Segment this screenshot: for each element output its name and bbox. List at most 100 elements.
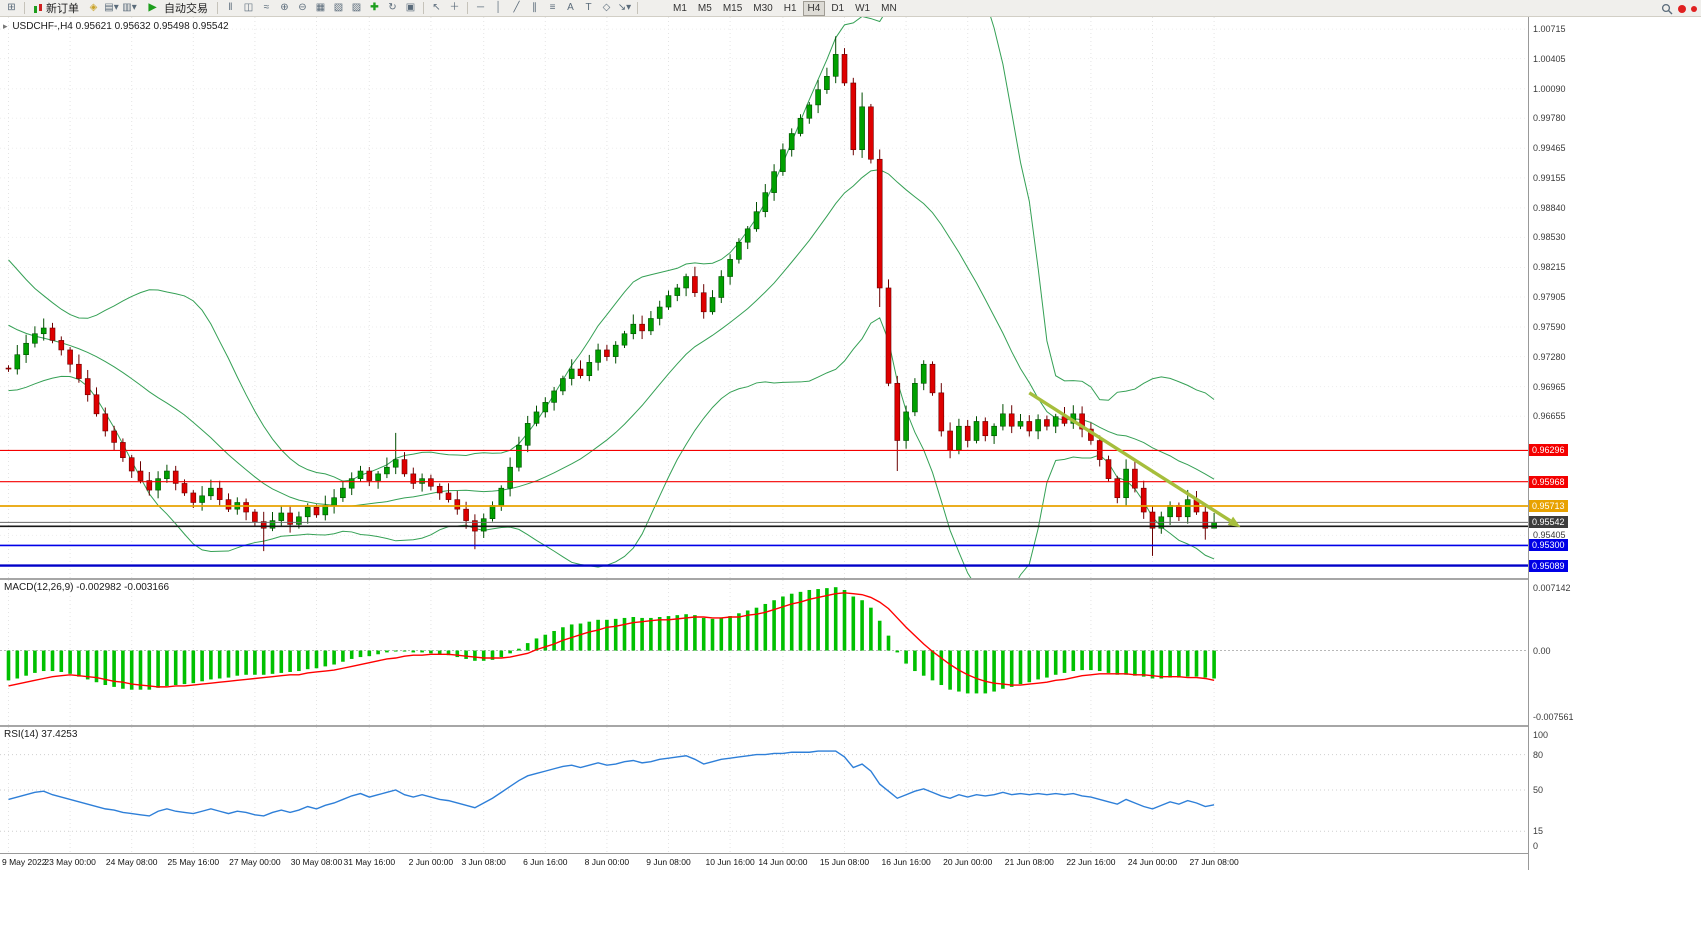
- add-indicator-icon[interactable]: ✚: [370, 2, 379, 13]
- vertical-gridlines: [8, 580, 1215, 725]
- toolbar-right: [1661, 0, 1697, 17]
- vertical-line-tool-icon[interactable]: │: [495, 2, 502, 13]
- chart-ohlc-values: 0.95621 0.95632 0.95498 0.95542: [75, 21, 229, 32]
- time-axis-label: 2 Jun 00:00: [408, 857, 454, 867]
- one-click-trading-arrow-icon[interactable]: ▸: [3, 21, 8, 31]
- macd-panel: MACD(12,26,9) -0.002982 -0.003166: [0, 580, 1528, 725]
- horizontal-line-tool-icon[interactable]: ─: [476, 2, 485, 13]
- alert-badge-icon[interactable]: [1691, 5, 1697, 12]
- price-axis-label: 0.98840: [1533, 202, 1566, 213]
- chart-title: ▸ USDCHF-,H4 0.95621 0.95632 0.95498 0.9…: [3, 21, 229, 32]
- time-axis-label: 9 Jun 08:00: [646, 857, 691, 867]
- time-axis-label: 3 Jun 08:00: [461, 857, 506, 867]
- rsi-axis-label: 100: [1533, 730, 1549, 740]
- timeframe-h4-button[interactable]: H4: [802, 0, 826, 16]
- rsi-axis-label: 15: [1533, 826, 1544, 837]
- time-axis-label: 8 Jun 00:00: [584, 857, 630, 867]
- price-line-label: 0.95089: [1529, 559, 1568, 572]
- time-axis-label: 14 Jun 00:00: [758, 857, 808, 867]
- trendline-tool-icon[interactable]: ╱: [513, 2, 520, 13]
- time-axis-label: 9 May 2022: [2, 857, 47, 867]
- profiles-icon[interactable]: ▤▾: [104, 2, 119, 13]
- time-axis-label: 20 Jun 00:00: [943, 857, 993, 867]
- macd-chart-svg[interactable]: [0, 580, 1528, 725]
- timeframe-m1-button[interactable]: M1: [673, 2, 687, 14]
- price-axis-label: 0.99155: [1533, 172, 1566, 183]
- price-axis-label: 0.96655: [1533, 411, 1566, 422]
- bar-chart-icon[interactable]: ‖: [228, 2, 233, 13]
- toolbar-separator: [217, 2, 218, 14]
- timeframe-w1-button[interactable]: W1: [855, 2, 871, 14]
- channel-tool-icon[interactable]: ∥: [532, 2, 537, 13]
- price-line-label: 0.95300: [1529, 539, 1568, 552]
- timeframe-mn-button[interactable]: MN: [881, 2, 897, 14]
- timeframe-h1-button[interactable]: H1: [783, 2, 797, 14]
- text-tool-icon[interactable]: A: [567, 2, 574, 13]
- price-axis-label: 0.99780: [1533, 113, 1566, 124]
- time-axis-label: 23 May 00:00: [44, 857, 96, 867]
- time-axis-label: 27 Jun 08:00: [1189, 857, 1239, 867]
- candlesticks: [5, 36, 1217, 556]
- window-background: [0, 870, 1701, 940]
- new-chart-icon[interactable]: ⊞: [7, 2, 16, 13]
- time-axis-label: 15 Jun 08:00: [819, 857, 870, 867]
- timeframe-buttons: M1 M5 M15 M30 H1 H4 D1 W1 MN: [668, 0, 902, 16]
- rsi-axis-label: 0: [1533, 841, 1539, 851]
- search-icon[interactable]: [1661, 3, 1673, 15]
- price-axis[interactable]: 1.00715 1.00405 1.00090 0.99780 0.99465 0.991…: [1528, 17, 1701, 870]
- new-order-icon: [34, 3, 43, 13]
- zoom-in-icon[interactable]: ⊕: [280, 2, 289, 13]
- price-axis-label: 0.99465: [1533, 143, 1566, 154]
- time-axis-label: 25 May 16:00: [167, 857, 220, 867]
- toolbar-separator: [467, 2, 468, 14]
- time-axis-label: 31 May 16:00: [343, 857, 396, 867]
- timeframe-m15-button[interactable]: M15: [722, 2, 743, 14]
- timeframe-m5-button[interactable]: M5: [697, 2, 712, 14]
- crosshair-icon[interactable]: ＋: [449, 2, 460, 13]
- candlestick-chart-icon[interactable]: ◫: [243, 2, 254, 13]
- time-axis-label: 10 Jun 16:00: [705, 857, 755, 867]
- price-axis-label: 1.00715: [1533, 24, 1566, 35]
- notification-badge-icon[interactable]: [1678, 4, 1686, 13]
- toolbar: ⊞ 新订单 ◈ ▤▾ ▥▾ ▶ 自动交易 ‖ ◫ ≈ ⊕ ⊖ ▦ ▧ ▨ ✚ ↻…: [0, 0, 1701, 17]
- trend-arrow: [1028, 391, 1241, 528]
- price-axis-label: 0.95405: [1533, 530, 1566, 541]
- fibonacci-tool-icon[interactable]: ≡: [549, 2, 556, 13]
- panel-resize-separator[interactable]: [0, 725, 1701, 727]
- time-axis-label: 27 May 00:00: [229, 857, 281, 867]
- main-chart-panel: ▸ USDCHF-,H4 0.95621 0.95632 0.95498 0.9…: [0, 17, 1528, 578]
- price-axis-label: 0.98530: [1533, 232, 1566, 243]
- macd-histogram: [6, 587, 1216, 694]
- arrows-tool-icon[interactable]: ↘▾: [617, 2, 632, 13]
- price-line-label: 0.96296: [1529, 444, 1568, 457]
- timeframe-d1-button[interactable]: D1: [831, 2, 845, 14]
- auto-trading-play-icon: ▶: [148, 2, 157, 13]
- tile-windows-icon[interactable]: ▦: [315, 2, 326, 13]
- arrange-windows-icon[interactable]: ▨: [351, 2, 362, 13]
- panel-resize-separator[interactable]: [0, 578, 1701, 580]
- rsi-chart-svg[interactable]: [0, 727, 1528, 853]
- price-line-label: 0.95542: [1529, 516, 1568, 529]
- compass-icon[interactable]: ◈: [89, 2, 98, 13]
- cascade-windows-icon[interactable]: ▧: [333, 2, 344, 13]
- time-axis-label: 24 May 08:00: [105, 857, 158, 867]
- auto-trading-button[interactable]: ▶ 自动交易: [139, 1, 213, 16]
- price-line-label: 0.95968: [1529, 475, 1568, 488]
- chart-snapshot-icon[interactable]: ▣: [405, 2, 416, 13]
- text-label-tool-icon[interactable]: T: [585, 2, 592, 13]
- cursor-icon[interactable]: ↖: [432, 2, 441, 13]
- timeframe-m30-button[interactable]: M30: [753, 2, 773, 14]
- line-chart-icon[interactable]: ≈: [263, 2, 270, 13]
- time-axis-label: 22 Jun 16:00: [1066, 857, 1116, 867]
- refresh-icon[interactable]: ↻: [388, 2, 397, 13]
- time-axis-label: 21 Jun 08:00: [1004, 857, 1054, 867]
- rsi-line: [8, 750, 1215, 817]
- new-order-button[interactable]: 新订单: [29, 1, 84, 16]
- chart-windows-icon[interactable]: ▥▾: [122, 2, 137, 13]
- macd-signal-line: [8, 592, 1215, 688]
- time-axis[interactable]: 9 May 2022 23 May 00:00 24 May 08:00 25 May…: [0, 853, 1528, 871]
- shapes-tool-icon[interactable]: ◇: [602, 2, 611, 13]
- main-chart-svg[interactable]: [0, 17, 1528, 578]
- zoom-out-icon[interactable]: ⊖: [298, 2, 307, 13]
- price-axis-label: 0.97590: [1533, 322, 1566, 333]
